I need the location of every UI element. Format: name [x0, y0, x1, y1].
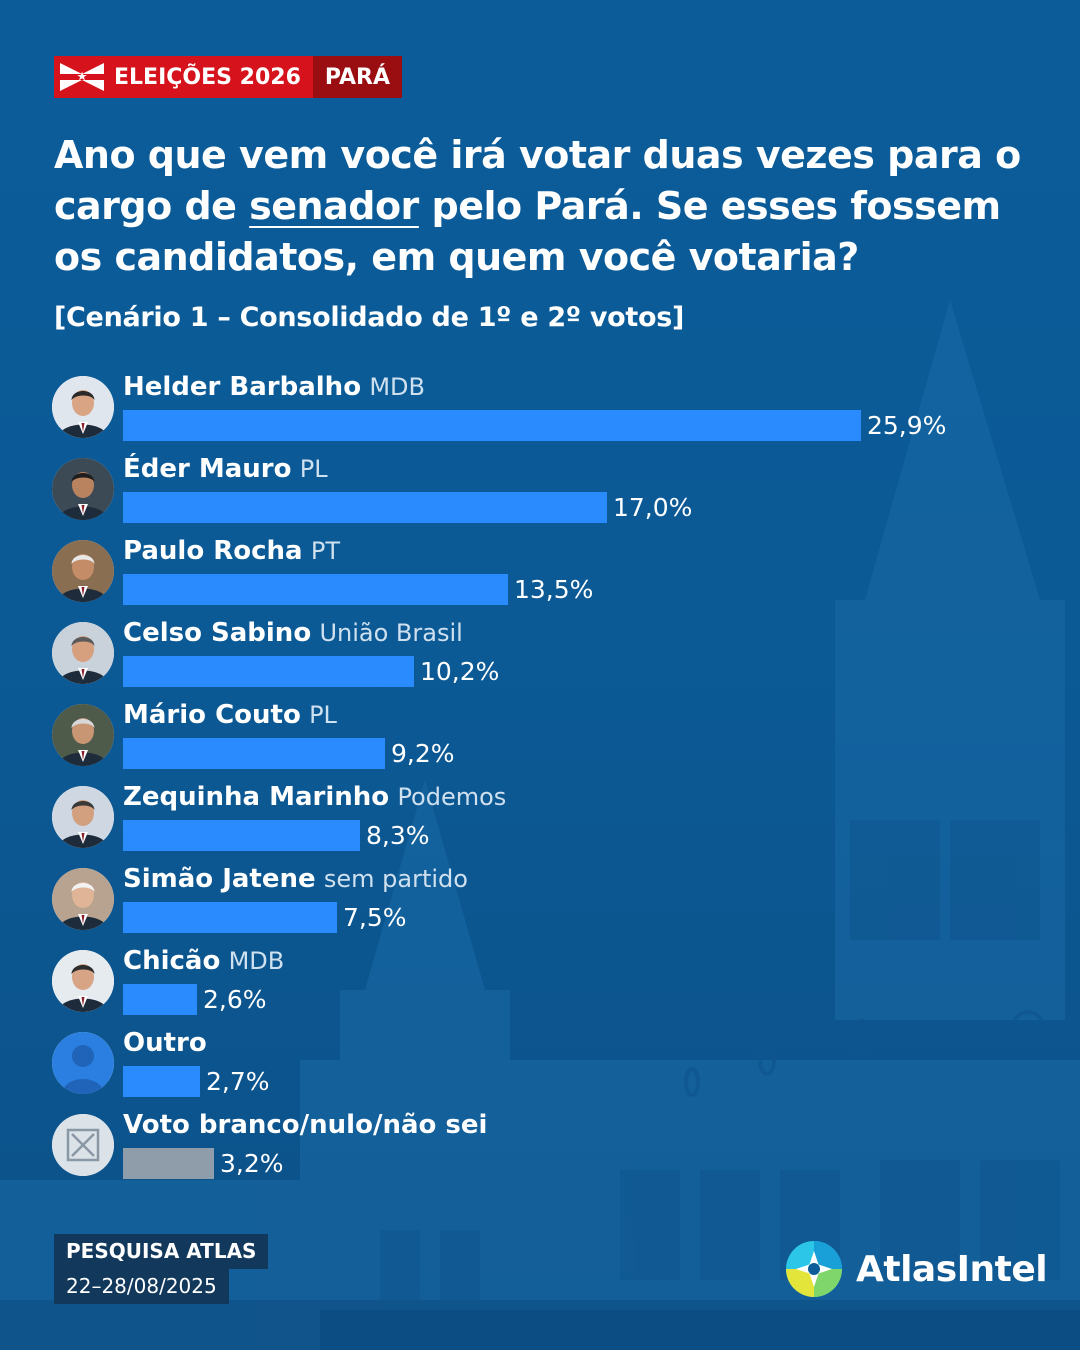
- person-photo-icon: [52, 786, 114, 848]
- source-box: PESQUISA ATLAS 22–28/08/2025: [54, 1234, 269, 1304]
- candidate-name: Celso Sabino: [123, 618, 312, 648]
- person-photo-icon: [52, 622, 114, 684]
- candidate-party: União Brasil: [319, 619, 463, 647]
- person-photo-icon: [52, 540, 114, 602]
- vote-percentage: 9,2%: [391, 739, 455, 768]
- candidate-avatar: [52, 1032, 114, 1094]
- candidate-row: Paulo Rocha PT 13,5%: [52, 536, 1052, 606]
- election-tag-text: ELEIÇÕES 2026: [114, 64, 301, 90]
- atlas-compass-icon: [786, 1241, 842, 1297]
- vote-bar: [123, 492, 607, 523]
- candidate-label: Helder Barbalho MDB: [123, 372, 425, 402]
- vote-percentage: 17,0%: [613, 493, 693, 522]
- vote-bar: [123, 410, 861, 441]
- question-text-start: Ano que vem você irá votar duas vezes pa…: [54, 133, 1021, 228]
- vote-bar: [123, 820, 360, 851]
- candidate-row: Outro 2,7%: [52, 1028, 1052, 1098]
- vote-percentage: 7,5%: [343, 903, 407, 932]
- source-title: PESQUISA ATLAS: [54, 1234, 269, 1269]
- vote-bar: [123, 902, 337, 933]
- candidate-row: Voto branco/nulo/não sei 3,2%: [52, 1110, 1052, 1180]
- candidate-label: Outro: [123, 1028, 207, 1058]
- scenario-label: [Cenário 1 – Consolidado de 1º e 2º voto…: [54, 302, 685, 333]
- candidate-row: Simão Jatene sem partido 7,5%: [52, 864, 1052, 934]
- state-tag-text: PARÁ: [324, 64, 390, 90]
- state-tag: PARÁ: [312, 56, 402, 98]
- vote-percentage: 8,3%: [366, 821, 430, 850]
- candidate-row: Zequinha Marinho Podemos 8,3%: [52, 782, 1052, 852]
- election-tag-label: ELEIÇÕES 2026: [54, 56, 313, 98]
- candidate-party: PT: [310, 537, 340, 565]
- election-tag: ELEIÇÕES 2026 PARÁ: [54, 56, 402, 98]
- vote-percentage: 25,9%: [867, 411, 947, 440]
- vote-bar: [123, 574, 508, 605]
- candidate-name: Voto branco/nulo/não sei: [123, 1110, 488, 1140]
- candidate-label: Mário Couto PL: [123, 700, 337, 730]
- person-photo-icon: [52, 376, 114, 438]
- vote-percentage: 13,5%: [514, 575, 594, 604]
- candidate-avatar: [52, 540, 114, 602]
- candidate-avatar: [52, 704, 114, 766]
- vote-percentage: 3,2%: [220, 1149, 284, 1178]
- brand-name: AtlasIntel: [856, 1248, 1048, 1290]
- candidate-label: Éder Mauro PL: [123, 454, 328, 484]
- person-photo-icon: [52, 704, 114, 766]
- candidate-name: Outro: [123, 1028, 207, 1058]
- candidate-name: Helder Barbalho: [123, 372, 362, 402]
- candidate-avatar: [52, 376, 114, 438]
- candidate-avatar: [52, 458, 114, 520]
- candidate-name: Mário Couto: [123, 700, 301, 730]
- atlasintel-logo: AtlasIntel: [784, 1238, 1048, 1300]
- candidate-party: MDB: [228, 947, 285, 975]
- candidate-party: PL: [309, 701, 337, 729]
- candidate-party: Podemos: [397, 783, 507, 811]
- person-photo-icon: [52, 950, 114, 1012]
- candidate-label: Simão Jatene sem partido: [123, 864, 468, 894]
- para-flag-icon: [60, 63, 104, 91]
- candidate-avatar: [52, 786, 114, 848]
- candidate-row: Mário Couto PL 9,2%: [52, 700, 1052, 770]
- candidate-name: Chicão: [123, 946, 221, 976]
- candidate-party: MDB: [369, 373, 425, 401]
- person-photo-icon: [52, 458, 114, 520]
- candidate-avatar: [52, 622, 114, 684]
- candidate-row: Helder Barbalho MDB 25,9%: [52, 372, 1052, 442]
- candidate-label: Voto branco/nulo/não sei: [123, 1110, 487, 1140]
- candidate-label: Paulo Rocha PT: [123, 536, 340, 566]
- person-photo-icon: [52, 868, 114, 930]
- blank-ballot-icon: [52, 1114, 114, 1176]
- poll-question: Ano que vem você irá votar duas vezes pa…: [54, 130, 1044, 283]
- question-text-end: pelo Pará. Se esses fossem os candidatos…: [54, 184, 1001, 279]
- vote-percentage: 10,2%: [420, 657, 500, 686]
- vote-percentage: 2,7%: [206, 1067, 270, 1096]
- candidate-label: Celso Sabino União Brasil: [123, 618, 463, 648]
- vote-bar: [123, 1066, 200, 1097]
- candidate-avatar: [52, 1114, 114, 1176]
- candidate-name: Éder Mauro: [123, 454, 292, 484]
- person-silhouette-icon: [52, 1032, 114, 1094]
- candidate-name: Zequinha Marinho: [123, 782, 390, 812]
- candidate-label: Chicão MDB: [123, 946, 284, 976]
- vote-bar: [123, 1148, 214, 1179]
- question-highlight: senador: [249, 184, 419, 228]
- vote-bar: [123, 984, 197, 1015]
- candidate-party: PL: [299, 455, 328, 483]
- vote-bar: [123, 738, 385, 769]
- candidate-row: Chicão MDB 2,6%: [52, 946, 1052, 1016]
- candidate-row: Celso Sabino União Brasil 10,2%: [52, 618, 1052, 688]
- candidate-label: Zequinha Marinho Podemos: [123, 782, 506, 812]
- candidate-name: Paulo Rocha: [123, 536, 303, 566]
- candidate-avatar: [52, 868, 114, 930]
- source-dates: 22–28/08/2025: [54, 1269, 229, 1304]
- candidate-name: Simão Jatene: [123, 864, 316, 894]
- vote-bar: [123, 656, 414, 687]
- vote-percentage: 2,6%: [203, 985, 267, 1014]
- candidate-party: sem partido: [323, 865, 468, 893]
- candidate-avatar: [52, 950, 114, 1012]
- candidate-row: Éder Mauro PL 17,0%: [52, 454, 1052, 524]
